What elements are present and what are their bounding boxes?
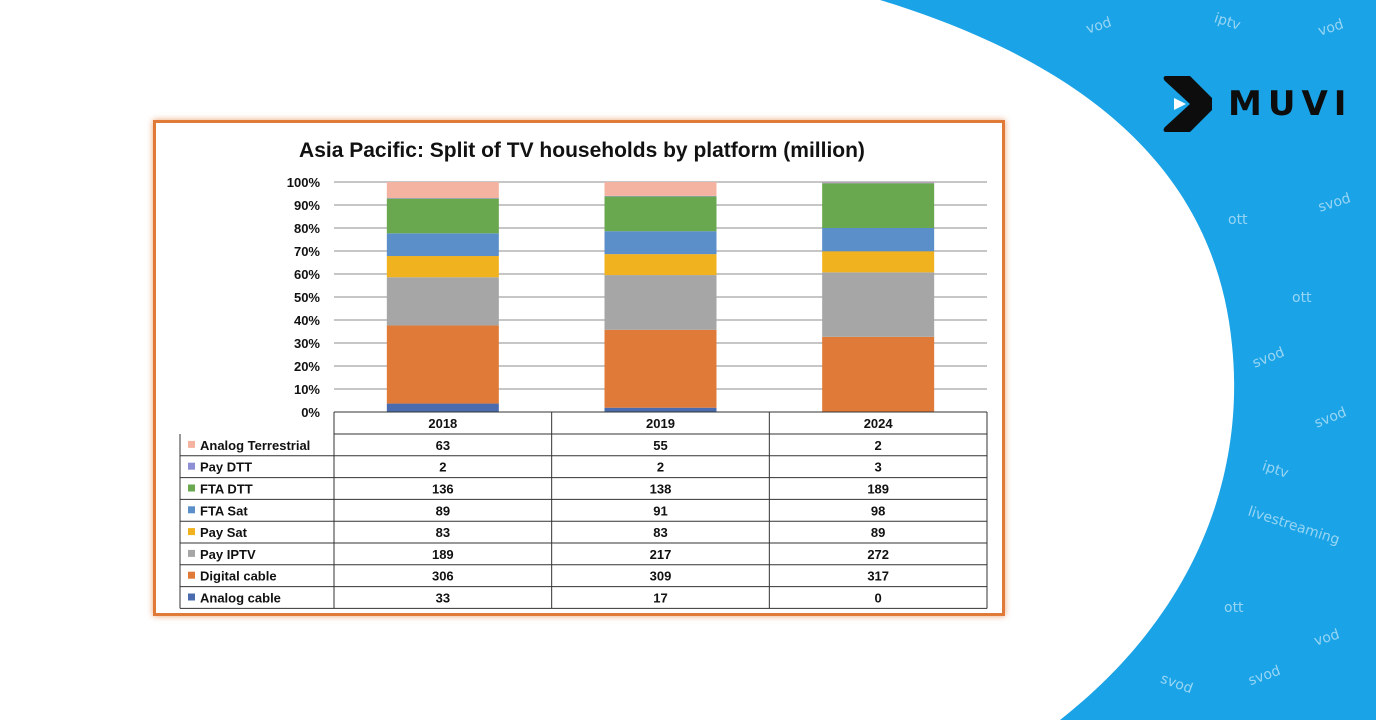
bar-segment-fta-sat (822, 228, 935, 252)
data-table-cell: 306 (432, 569, 454, 584)
chart-title: Asia Pacific: Split of TV households by … (299, 139, 865, 162)
legend-key (188, 440, 195, 448)
legend-label: FTA DTT (200, 482, 253, 497)
y-tick-label: 70% (294, 244, 320, 259)
legend-key (188, 506, 195, 514)
stacked-bar-chart: 0%10%20%30%40%50%60%70%80%90%100%2018 201… (179, 175, 988, 609)
bar-segment-pay-dtt (386, 198, 499, 199)
bar-segment-fta-sat (604, 231, 717, 255)
bar-segment-analog-cable (386, 403, 499, 412)
data-table-cell: 189 (432, 547, 454, 562)
legend-key (188, 593, 195, 601)
bar-segment-analog-terrestrial (604, 182, 717, 196)
bar-segment-pay-dtt (604, 195, 717, 197)
chart-frame: Asia Pacific: Split of TV households by … (153, 120, 1005, 616)
legend-label: Analog Terrestrial (200, 438, 310, 453)
bar-segment-digital-cable (822, 336, 935, 412)
bar-segment-pay-sat (386, 256, 499, 278)
y-tick-label: 10% (294, 382, 320, 397)
muvi-logo-icon (1163, 76, 1212, 132)
data-table-cell: 2 (657, 460, 664, 475)
data-table-cell: 63 (436, 438, 450, 453)
bar-segment-pay-iptv (822, 272, 935, 337)
legend-key (188, 571, 195, 579)
legend-label: Pay Sat (200, 525, 248, 540)
data-table-cell: 2 (875, 438, 882, 453)
y-tick-label: 80% (294, 221, 320, 236)
data-table-cell: 91 (653, 503, 667, 518)
legend-key (188, 528, 195, 536)
legend-key (188, 549, 195, 557)
bar-segment-fta-dtt (822, 183, 935, 228)
legend-label: FTA Sat (200, 503, 248, 518)
data-table-cell: 33 (436, 591, 450, 606)
data-table-cell: 3 (875, 460, 882, 475)
legend-label: Pay DTT (200, 460, 252, 475)
bar-segment-analog-cable (604, 407, 717, 412)
bar-segment-analog-terrestrial (386, 182, 499, 199)
bar-segment-pay-sat (822, 251, 935, 273)
legend-label: Pay IPTV (200, 547, 256, 562)
data-table-cell: 89 (436, 503, 450, 518)
legend-label: Digital cable (200, 569, 277, 584)
category-label: 2024 (864, 416, 894, 431)
bar-segment-pay-dtt (822, 182, 935, 184)
data-table-cell: 309 (650, 569, 672, 584)
y-tick-label: 20% (294, 359, 320, 374)
data-table-cell: 89 (871, 525, 885, 540)
y-tick-label: 60% (294, 267, 320, 282)
bar-segment-digital-cable (386, 325, 499, 404)
bar-segment-fta-dtt (386, 198, 499, 234)
data-table-cell: 83 (436, 525, 450, 540)
brand-blue-shape (880, 0, 1376, 720)
data-table-cell: 317 (867, 569, 889, 584)
data-table-cell: 83 (653, 525, 667, 540)
legend-label: Analog cable (200, 591, 281, 606)
legend-key (188, 462, 195, 470)
legend-key (188, 484, 195, 492)
bar-segment-pay-iptv (386, 277, 499, 326)
y-tick-label: 30% (294, 336, 320, 351)
bar-segment-fta-dtt (604, 196, 717, 232)
muvi-logo[interactable]: MUVI (1160, 72, 1352, 136)
watermark-tag: ott (1228, 212, 1248, 228)
y-tick-label: 0% (301, 405, 320, 420)
data-table-cell: 17 (653, 591, 667, 606)
watermark-tag: ott (1292, 290, 1312, 306)
data-table-cell: 0 (875, 591, 882, 606)
muvi-logo-text: MUVI (1228, 84, 1353, 124)
data-table-cell: 138 (650, 482, 672, 497)
category-label: 2018 (428, 416, 457, 431)
data-table-cell: 98 (871, 503, 885, 518)
data-table-cell: 136 (432, 482, 454, 497)
data-table-cell: 189 (867, 482, 889, 497)
data-table-cell: 55 (653, 438, 667, 453)
data-table-cell: 2 (439, 460, 446, 475)
y-tick-label: 40% (294, 313, 320, 328)
bar-segment-pay-sat (604, 254, 717, 276)
category-label: 2019 (646, 416, 675, 431)
bar-segment-digital-cable (604, 329, 717, 408)
bar-segment-fta-sat (386, 233, 499, 257)
y-tick-label: 100% (287, 175, 321, 190)
watermark-tag: ott (1224, 600, 1244, 616)
y-tick-label: 90% (294, 198, 320, 213)
bar-segment-pay-iptv (604, 275, 717, 330)
data-table-cell: 217 (650, 547, 672, 562)
y-tick-label: 50% (294, 290, 320, 305)
data-table-cell: 272 (867, 547, 889, 562)
